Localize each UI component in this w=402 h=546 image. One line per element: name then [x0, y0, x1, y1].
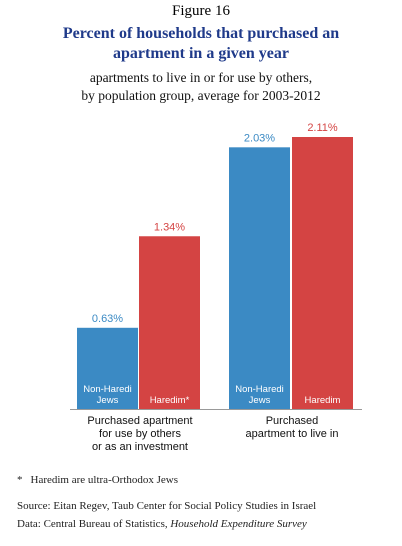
data-label: 1.34%	[154, 221, 185, 233]
footnote: * Haredim are ultra-Orthodox Jews	[17, 474, 178, 486]
data-note-survey: Household Expenditure Survey	[170, 518, 307, 530]
chart-title-line-2: apartment in a given year	[113, 45, 289, 62]
bar-series-label: Jews	[97, 395, 119, 406]
chart-subtitle-line-1: apartments to live in or for use by othe…	[89, 70, 313, 85]
data-label: 2.03%	[244, 132, 275, 144]
data-note: Data: Central Bureau of Statistics, Hous…	[17, 518, 307, 530]
chart-title: Percent of households that purchased an …	[20, 24, 382, 64]
category-label: Purchased	[266, 415, 319, 427]
chart-subtitle-line-2: by population group, average for 2003-20…	[81, 88, 321, 103]
data-label: 2.11%	[307, 122, 338, 134]
category-label: Purchased apartment	[87, 415, 192, 427]
category-label: for use by others	[99, 428, 181, 440]
bar-haredim	[292, 137, 353, 409]
footnote-marker: *	[17, 474, 23, 486]
bar-non_haredi	[229, 147, 290, 409]
figure-label: Figure 16	[172, 3, 230, 19]
category-label: or as an investment	[92, 441, 188, 453]
source-note: Source: Eitan Regev, Taub Center for Soc…	[17, 500, 317, 512]
data-note-prefix: Data: Central Bureau of Statistics,	[17, 518, 171, 530]
category-label: apartment to live in	[246, 428, 339, 440]
chart-title-line-1: Percent of households that purchased an	[62, 25, 340, 42]
bar-series-label: Non-Haredi	[235, 384, 284, 395]
bar-series-label: Haredim*	[150, 395, 190, 406]
bar-series-label: Haredim	[305, 395, 341, 406]
chart-subtitle: apartments to live in or for use by othe…	[20, 69, 382, 105]
bar-series-label: Non-Haredi	[83, 384, 132, 395]
bar-non_haredi	[77, 327, 138, 409]
footnote-text: Haredim are ultra-Orthodox Jews	[30, 474, 179, 486]
bar-haredim	[139, 236, 200, 409]
bar-series-label: Jews	[249, 395, 271, 406]
data-label: 0.63%	[92, 313, 123, 325]
